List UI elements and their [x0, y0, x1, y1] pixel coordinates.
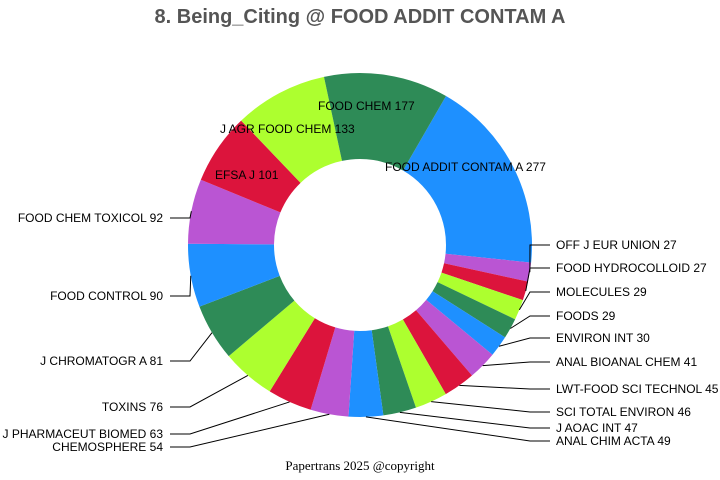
leader-line [170, 413, 330, 448]
pie-slice [415, 299, 493, 376]
leader-line [170, 374, 249, 408]
leader-line [525, 267, 550, 292]
pie-slice [441, 263, 529, 301]
slice-label: ANAL BIOANAL CHEM 41 [556, 355, 697, 369]
leader-line [365, 416, 550, 442]
slice-label: ENVIRON INT 30 [556, 331, 650, 345]
slice-label: FOODS 29 [556, 309, 616, 323]
pie-slice [241, 76, 342, 183]
slice-label: J AOAC INT 47 [556, 421, 638, 435]
leader-line [431, 401, 550, 413]
slice-label: LWT-FOOD SCI TECHNOL 45 [556, 382, 719, 396]
slice-label: FOOD CHEM TOXICOL 92 [18, 211, 163, 225]
slice-label: FOOD HYDROCOLLOID 27 [556, 261, 707, 275]
leader-line [510, 315, 550, 329]
pie-slice [200, 120, 301, 213]
pie-slice [403, 96, 532, 263]
pie-slice [269, 318, 336, 410]
slice-label: MOLECULES 29 [556, 285, 647, 299]
pie-slice [444, 253, 532, 282]
slice-label: FOOD CHEM 177 [318, 99, 415, 113]
leader-line [170, 332, 213, 362]
pie-slice [437, 272, 523, 320]
slice-label: J PHARMACEUT BIOMED 63 [3, 427, 164, 441]
pie-slice [228, 300, 315, 392]
chart-title: 8. Being_Citing @ FOOD ADDIT CONTAM A [154, 6, 566, 28]
pie-slice [402, 310, 472, 395]
leader-line [529, 244, 550, 273]
pie-slice [348, 330, 384, 417]
slice-label: EFSA J 101 [215, 168, 279, 182]
pie-slice [426, 291, 506, 355]
pie-slice [387, 319, 446, 408]
footer-copyright: Papertrans 2025 @copyright [285, 458, 435, 473]
pie-slice [432, 282, 516, 338]
slice-label: SCI TOTAL ENVIRON 46 [556, 405, 691, 419]
slice-label: FOOD CONTROL 90 [50, 289, 163, 303]
slice-label: ANAL CHIM ACTA 49 [556, 434, 671, 448]
leader-line [170, 275, 192, 297]
slice-label: OFF J EUR UNION 27 [556, 238, 677, 252]
pie-slice [199, 275, 295, 357]
slice-label: J AGR FOOD CHEM 133 [220, 122, 355, 136]
slice-label: FOOD ADDIT CONTAM A 277 [385, 160, 546, 174]
leader-line [170, 401, 290, 435]
pie-slice [371, 326, 416, 416]
slice-label: CHEMOSPHERE 54 [52, 440, 163, 454]
pie-slice [310, 327, 355, 417]
leader-line [459, 384, 550, 390]
slice-label: TOXINS 76 [102, 400, 163, 414]
leader-line [482, 361, 550, 367]
pie-slice [188, 243, 280, 307]
leader-line [399, 411, 550, 429]
leader-line [518, 291, 550, 311]
slice-label: J CHROMATOGR A 81 [40, 354, 163, 368]
pie-slice [188, 179, 281, 245]
leader-line [170, 211, 192, 219]
leader-line [498, 337, 550, 347]
pie-slice [323, 72, 446, 171]
